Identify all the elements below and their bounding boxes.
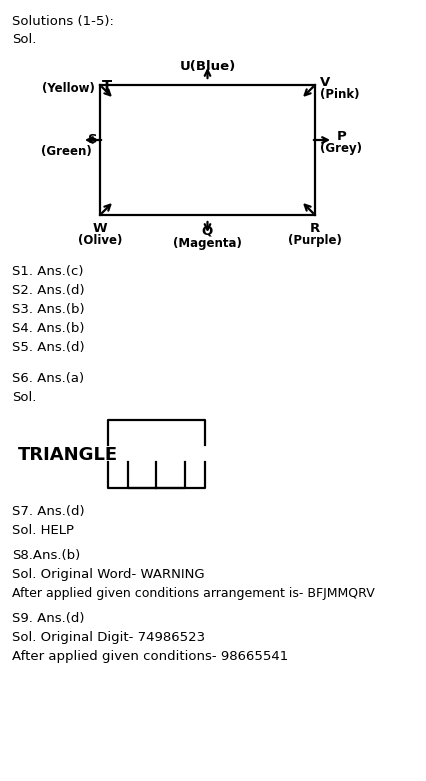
Text: Sol.: Sol. <box>12 391 36 404</box>
Text: S2. Ans.(d): S2. Ans.(d) <box>12 284 84 297</box>
Text: R: R <box>309 222 320 235</box>
Text: Sol. Original Word- WARNING: Sol. Original Word- WARNING <box>12 568 204 581</box>
Text: TRIANGLE: TRIANGLE <box>18 446 118 464</box>
Text: After applied given conditions arrangement is- BFJMMQRV: After applied given conditions arrangeme… <box>12 587 374 600</box>
Text: S1. Ans.(c): S1. Ans.(c) <box>12 265 83 278</box>
Text: V: V <box>319 76 329 89</box>
Text: (Grey): (Grey) <box>319 142 361 155</box>
Text: S3. Ans.(b): S3. Ans.(b) <box>12 303 84 316</box>
Text: W: W <box>92 222 107 235</box>
Text: S4. Ans.(b): S4. Ans.(b) <box>12 322 84 335</box>
Text: (Purple): (Purple) <box>288 234 341 247</box>
Text: U(Blue): U(Blue) <box>179 60 235 73</box>
Text: After applied given conditions- 98665541: After applied given conditions- 98665541 <box>12 650 288 663</box>
Text: S9. Ans.(d): S9. Ans.(d) <box>12 612 84 625</box>
Text: (Green): (Green) <box>41 145 92 158</box>
Text: S5. Ans.(d): S5. Ans.(d) <box>12 341 84 354</box>
Text: (Magenta): (Magenta) <box>173 237 242 250</box>
Text: Sol.: Sol. <box>12 33 36 46</box>
Text: (Yellow): (Yellow) <box>42 82 95 95</box>
Text: S8.Ans.(b): S8.Ans.(b) <box>12 549 80 562</box>
Text: T: T <box>102 80 112 95</box>
Text: S: S <box>88 133 98 146</box>
Text: (Pink): (Pink) <box>319 88 359 101</box>
Text: (Olive): (Olive) <box>78 234 122 247</box>
Text: P: P <box>336 130 346 143</box>
Text: Solutions (1-5):: Solutions (1-5): <box>12 15 114 28</box>
Text: S7. Ans.(d): S7. Ans.(d) <box>12 505 84 518</box>
Text: Sol. HELP: Sol. HELP <box>12 524 74 537</box>
Text: Sol. Original Digit- 74986523: Sol. Original Digit- 74986523 <box>12 631 204 644</box>
Text: Q: Q <box>201 225 213 238</box>
Text: S6. Ans.(a): S6. Ans.(a) <box>12 372 84 385</box>
